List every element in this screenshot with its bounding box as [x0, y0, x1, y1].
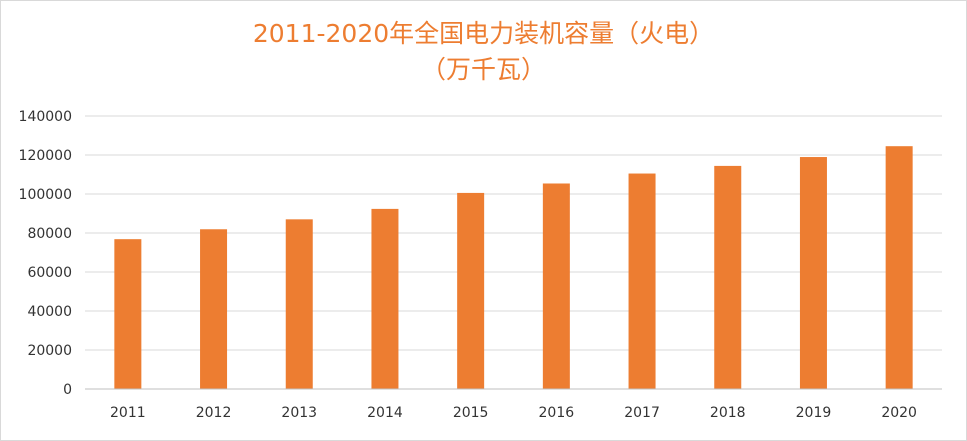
- bar-2012: [200, 229, 228, 389]
- bar-2013: [285, 219, 313, 389]
- bar-2017: [628, 173, 656, 389]
- x-tick-label: 2017: [624, 405, 660, 421]
- bar-2016: [542, 183, 570, 389]
- x-tick-label: 2018: [710, 405, 746, 421]
- y-tick-label: 60000: [27, 265, 72, 281]
- chart-title: 2011-2020年全国电力装机容量（火电）: [252, 19, 715, 48]
- x-tick-label: 2011: [110, 405, 146, 421]
- x-tick-label: 2020: [881, 405, 917, 421]
- bar-2015: [457, 192, 485, 389]
- y-tick-label: 80000: [27, 226, 72, 242]
- y-tick-label: 100000: [19, 187, 72, 203]
- x-tick-label: 2015: [453, 405, 489, 421]
- bar-2018: [714, 165, 742, 389]
- y-tick-label: 120000: [19, 148, 72, 164]
- x-tick-label: 2014: [367, 405, 403, 421]
- y-tick-label: 0: [63, 382, 72, 398]
- chart-subtitle: （万千瓦）: [420, 55, 546, 84]
- y-tick-label: 40000: [27, 304, 72, 320]
- x-tick-label: 2012: [196, 405, 232, 421]
- bar-2020: [885, 146, 913, 389]
- bars: [114, 146, 913, 389]
- x-tick-label: 2019: [796, 405, 832, 421]
- gridlines: [85, 115, 942, 351]
- x-tick-label: 2016: [539, 405, 575, 421]
- y-tick-label: 140000: [19, 109, 72, 125]
- bar-2011: [114, 239, 142, 389]
- bar-2014: [371, 208, 399, 389]
- x-tick-label: 2013: [281, 405, 317, 421]
- bar-2019: [799, 157, 827, 389]
- y-tick-label: 20000: [27, 343, 72, 359]
- tick-labels: 0 20000 40000 60000 80000 100000 120000 140000 2…: [19, 109, 917, 421]
